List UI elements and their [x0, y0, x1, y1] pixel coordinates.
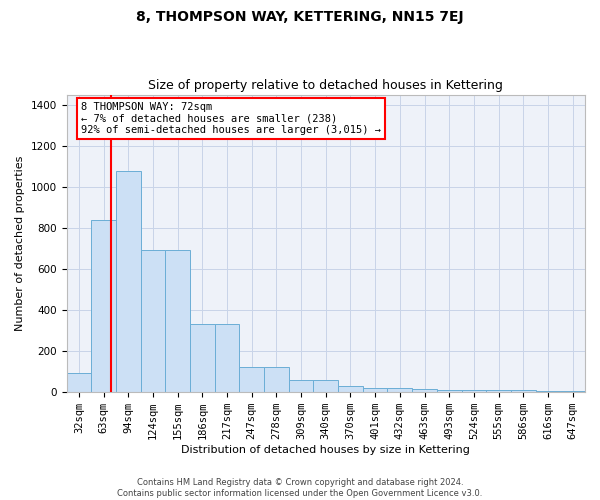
Bar	[412, 389, 437, 392]
Text: 8 THOMPSON WAY: 72sqm
← 7% of detached houses are smaller (238)
92% of semi-deta: 8 THOMPSON WAY: 72sqm ← 7% of detached h…	[81, 102, 381, 135]
Bar	[511, 390, 536, 392]
Title: Size of property relative to detached houses in Kettering: Size of property relative to detached ho…	[148, 79, 503, 92]
Bar	[388, 388, 412, 392]
Bar	[437, 390, 461, 392]
Bar	[536, 391, 560, 392]
Bar	[215, 324, 239, 392]
Bar	[91, 220, 116, 392]
Bar	[116, 170, 140, 392]
Bar	[264, 366, 289, 392]
Bar	[239, 366, 264, 392]
Bar	[67, 372, 91, 392]
Bar	[190, 324, 215, 392]
X-axis label: Distribution of detached houses by size in Kettering: Distribution of detached houses by size …	[181, 445, 470, 455]
Bar	[486, 390, 511, 392]
Bar	[363, 388, 388, 392]
Bar	[560, 391, 585, 392]
Bar	[461, 390, 486, 392]
Bar	[313, 380, 338, 392]
Bar	[338, 386, 363, 392]
Bar	[140, 250, 165, 392]
Y-axis label: Number of detached properties: Number of detached properties	[15, 156, 25, 331]
Text: Contains HM Land Registry data © Crown copyright and database right 2024.
Contai: Contains HM Land Registry data © Crown c…	[118, 478, 482, 498]
Bar	[165, 250, 190, 392]
Bar	[289, 380, 313, 392]
Text: 8, THOMPSON WAY, KETTERING, NN15 7EJ: 8, THOMPSON WAY, KETTERING, NN15 7EJ	[136, 10, 464, 24]
